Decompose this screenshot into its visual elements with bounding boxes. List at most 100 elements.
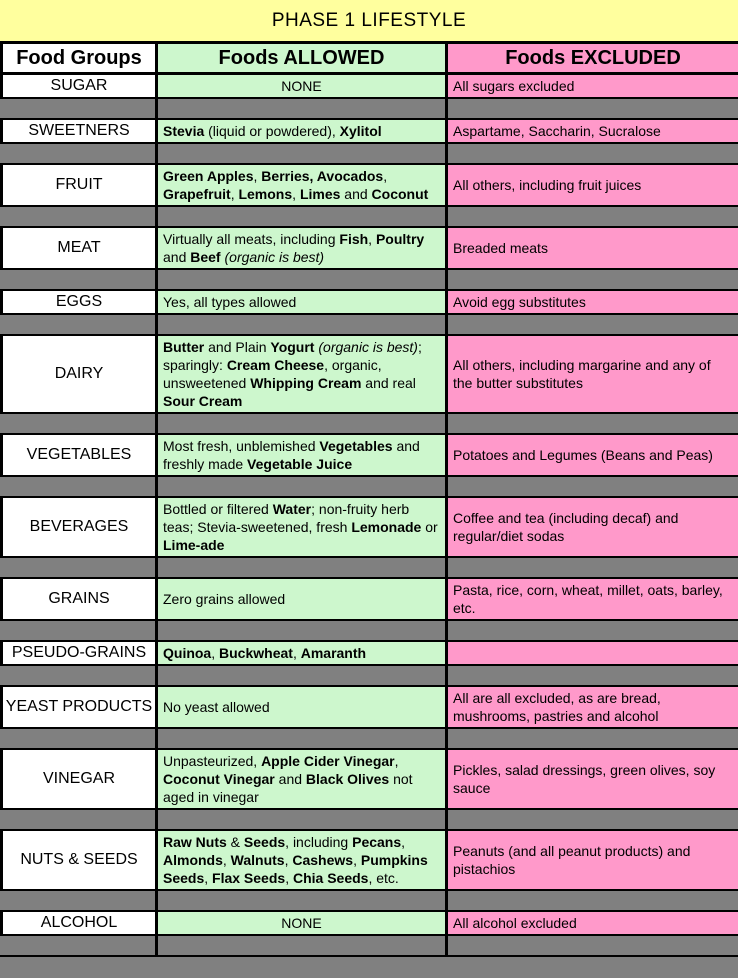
foods-excluded-cell: All others, including fruit juices: [448, 165, 738, 205]
text-segment: (organic is best): [318, 339, 418, 355]
text-segment: ,: [368, 231, 376, 247]
foods-allowed-cell-text: NONE: [281, 77, 321, 95]
foods-excluded-cell-text: All alcohol excluded: [453, 914, 577, 932]
text-segment: Pecans: [352, 834, 402, 850]
text-segment: Grapefruit: [163, 186, 231, 202]
food-group-cell: MEAT: [3, 228, 158, 268]
text-segment: Pasta, rice, corn, wheat, millet, oats, …: [453, 582, 723, 616]
text-segment: Chia Seeds: [292, 870, 369, 886]
text-segment: Lemonade: [351, 519, 422, 535]
text-segment: ,: [204, 870, 213, 886]
table-row: PSEUDO-GRAINS Quinoa, Buckwheat, Amaranth: [0, 642, 738, 666]
separator-row: [0, 729, 738, 750]
text-segment: Fish: [339, 231, 369, 247]
text-segment: No yeast allowed: [163, 699, 270, 715]
text-segment: Sour Cream: [163, 393, 243, 409]
separator-row: [0, 144, 738, 165]
separator-cell: [448, 666, 738, 685]
text-segment: Avoid egg substitutes: [453, 294, 586, 310]
foods-excluded-cell: Peanuts (and all peanut products) and pi…: [448, 831, 738, 889]
food-group-label: YEAST PRODUCTS: [5, 698, 153, 715]
foods-allowed-cell-text: No yeast allowed: [163, 698, 270, 716]
separator-cell: [158, 558, 448, 577]
text-segment: Apple Cider Vinegar: [261, 753, 395, 769]
table-row: DAIRY Butter and Plain Yogurt (organic is…: [0, 336, 738, 414]
separator-cell: [448, 621, 738, 640]
text-segment: All sugars excluded: [453, 78, 575, 94]
separator-row: [0, 477, 738, 498]
text-segment: ,: [285, 870, 293, 886]
separator-cell: [158, 270, 448, 289]
text-segment: ,: [292, 186, 300, 202]
text-segment: Poultry: [375, 231, 425, 247]
text-segment: ,: [211, 645, 220, 661]
text-segment: Yes, all types allowed: [163, 294, 297, 310]
text-segment: (liquid or powdered),: [204, 123, 340, 139]
text-segment: ,: [230, 186, 239, 202]
food-group-label: MEAT: [57, 239, 101, 256]
separator-cell: [448, 270, 738, 289]
text-segment: and freshly made: [163, 438, 420, 472]
foods-allowed-cell: Butter and Plain Yogurt (organic is best…: [158, 336, 448, 412]
text-segment: Coffee and tea (including decaf) and reg…: [453, 510, 679, 544]
separator-row: [0, 810, 738, 831]
separator-cell: [0, 144, 158, 163]
food-group-cell: GRAINS: [3, 579, 158, 619]
foods-excluded-cell-text: Aspartame, Saccharin, Sucralose: [453, 122, 661, 140]
separator-cell: [158, 621, 448, 640]
food-group-cell: SWEETNERS: [3, 120, 158, 142]
food-group-label: FRUIT: [55, 176, 103, 193]
text-segment: Vegetables: [319, 438, 393, 454]
separator-cell: [158, 810, 448, 829]
foods-excluded-cell-text: All others, including margarine and any …: [453, 356, 733, 392]
foods-allowed-cell: Bottled or filtered Water; non-fruity he…: [158, 498, 448, 556]
separator-cell: [448, 315, 738, 334]
text-segment: Zero grains allowed: [163, 591, 286, 607]
foods-allowed-cell: No yeast allowed: [158, 687, 448, 727]
text-segment: Cream Cheese: [226, 357, 325, 373]
foods-excluded-cell-text: Avoid egg substitutes: [453, 293, 586, 311]
text-segment: , organic, unsweetened: [163, 357, 382, 391]
text-segment: ,: [284, 852, 293, 868]
food-group-cell: NUTS & SEEDS: [3, 831, 158, 889]
separator-cell: [158, 477, 448, 496]
table-row: NUTS & SEEDS Raw Nuts & Seeds, including …: [0, 831, 738, 891]
text-segment: not aged in vinegar: [163, 771, 413, 805]
food-group-label: SWEETNERS: [28, 122, 130, 139]
text-segment: ,: [222, 852, 231, 868]
foods-allowed-cell-text: Butter and Plain Yogurt (organic is best…: [163, 338, 440, 410]
separator-cell: [158, 144, 448, 163]
separator-cell: [448, 207, 738, 226]
food-group-cell: BEVERAGES: [3, 498, 158, 556]
separator-cell: [448, 936, 738, 955]
text-segment: Green Apples: [163, 168, 254, 184]
separator-cell: [0, 810, 158, 829]
text-segment: All are all excluded, as are bread, mush…: [453, 690, 661, 724]
column-header-food-groups: Food Groups: [3, 44, 158, 72]
table-body: SUGAR NONE All sugars excluded SWEETNERS Ste…: [0, 75, 738, 957]
text-segment: Xylitol: [339, 123, 382, 139]
text-segment: All others, including margarine and any …: [453, 357, 711, 391]
text-segment: Coconut: [371, 186, 429, 202]
foods-allowed-cell-text: Quinoa, Buckwheat, Amaranth: [163, 644, 366, 662]
separator-cell: [0, 621, 158, 640]
separator-row: [0, 315, 738, 336]
foods-excluded-cell: All are all excluded, as are bread, mush…: [448, 687, 738, 727]
text-segment: Breaded meats: [453, 240, 548, 256]
text-segment: Potatoes and Legumes (Beans and Peas): [453, 447, 713, 463]
separator-row: [0, 99, 738, 120]
text-segment: Most fresh, unblemished: [163, 438, 320, 454]
separator-row: [0, 414, 738, 435]
foods-allowed-cell: Stevia (liquid or powdered), Xylitol: [158, 120, 448, 142]
text-segment: Pumpkins Seeds: [163, 852, 428, 886]
text-segment: All others, including fruit juices: [453, 177, 642, 193]
text-segment: Peanuts (and all peanut products) and pi…: [453, 843, 691, 877]
foods-allowed-cell: Virtually all meats, including Fish, Pou…: [158, 228, 448, 268]
text-segment: and Plain: [204, 339, 271, 355]
foods-allowed-cell-text: Green Apples, Berries, Avocados, Grapefr…: [163, 167, 440, 203]
text-segment: , including: [285, 834, 353, 850]
food-group-cell: VINEGAR: [3, 750, 158, 808]
text-segment: NONE: [281, 78, 322, 94]
separator-cell: [448, 477, 738, 496]
separator-cell: [158, 99, 448, 118]
